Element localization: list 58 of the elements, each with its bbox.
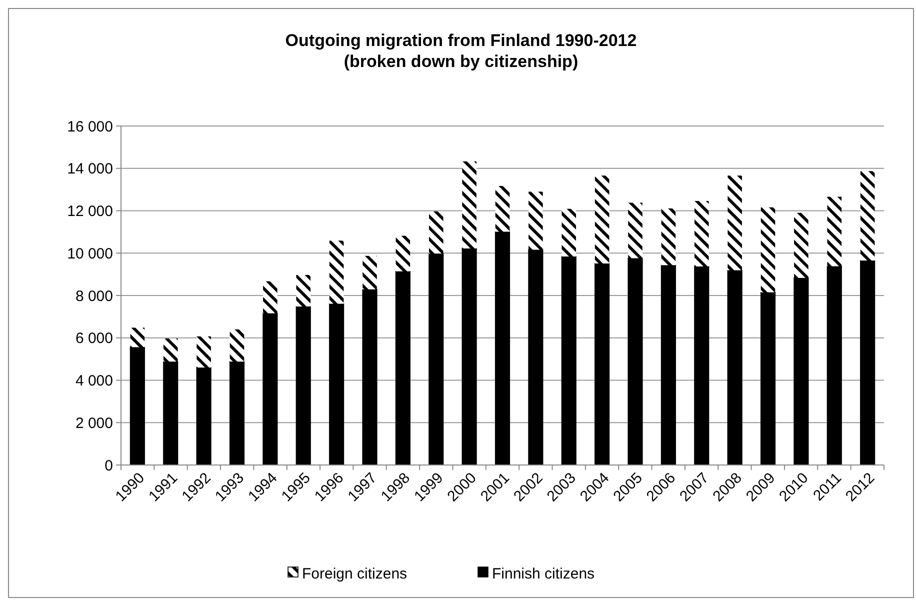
bar (329, 240, 344, 304)
bar (860, 260, 876, 466)
chart-title: Outgoing migration from Finland 1990-2012 (broken down by citizenship) (285, 31, 637, 71)
y-tick-label: 8 000 (75, 288, 113, 305)
bar (229, 361, 245, 466)
y-tick-label: 14 000 (67, 160, 113, 178)
bar (661, 208, 676, 266)
bar (561, 256, 576, 466)
bar (628, 202, 642, 258)
bar (262, 312, 278, 466)
bar (196, 367, 212, 466)
bar (395, 270, 410, 466)
bar (594, 263, 610, 466)
bar (230, 329, 244, 362)
bar (826, 266, 842, 466)
bar (860, 171, 875, 261)
bar (528, 192, 543, 250)
bar (196, 336, 211, 368)
bar (329, 303, 344, 466)
bar (163, 361, 178, 466)
bar (827, 196, 842, 266)
bar (296, 274, 311, 307)
bar (130, 346, 145, 466)
y-tick-label: 0 (104, 457, 113, 474)
bar (130, 328, 145, 348)
bar (594, 176, 610, 264)
bar (628, 258, 643, 466)
bar (694, 201, 709, 266)
y-tick-label: 16 000 (67, 118, 113, 136)
legend-label: Foreign citizens (302, 565, 408, 582)
bar (794, 278, 809, 466)
y-tick-label: 6 000 (75, 330, 113, 348)
bar (362, 288, 378, 466)
bar (727, 270, 742, 466)
bar (396, 236, 410, 272)
bar (728, 176, 742, 270)
y-tick-label: 4 000 (75, 372, 113, 390)
bar (760, 292, 776, 466)
bar (462, 248, 477, 466)
bar (462, 161, 476, 248)
bar (296, 306, 311, 466)
y-tick-label: 12 000 (67, 203, 113, 220)
bar (760, 207, 776, 292)
bar (362, 256, 377, 290)
bar (163, 338, 178, 362)
legend-label: Finnish citizens (492, 565, 595, 582)
bar (694, 266, 710, 466)
bar (495, 186, 510, 232)
bar (562, 208, 576, 257)
y-tick-label: 2 000 (75, 414, 113, 432)
bar (660, 264, 676, 466)
bar (528, 249, 544, 466)
bar (428, 211, 444, 254)
bar (794, 212, 808, 278)
y-tick-label: 10 000 (67, 245, 113, 262)
bar (494, 231, 510, 466)
bar (263, 281, 278, 314)
bar (428, 253, 444, 466)
